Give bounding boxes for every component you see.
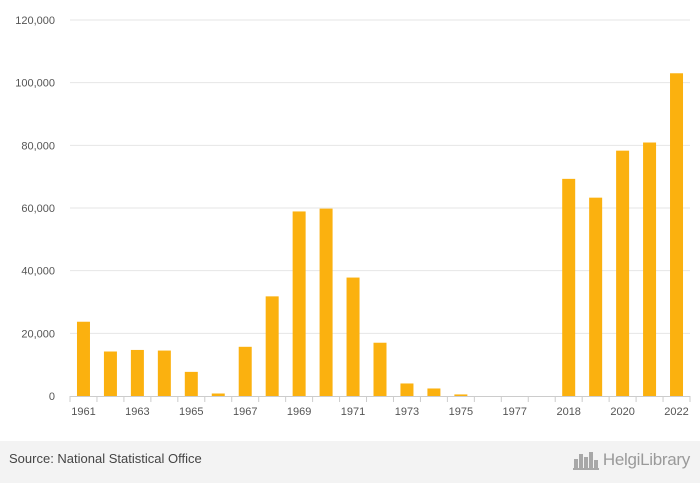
bar-1973 [400,383,414,396]
x-tick-label: 1969 [287,406,311,418]
y-tick-label: 40,000 [21,266,55,278]
x-tick-label: 2020 [610,406,634,418]
x-tick-label: 2022 [664,406,688,418]
grid-lines [70,19,690,334]
city-skyline-icon [572,452,599,470]
x-tick-label: 1971 [341,406,365,418]
y-tick-label: 120,000 [15,15,55,27]
bar-2022 [670,73,684,397]
bar-1971 [346,277,360,396]
x-tick-label: 1973 [395,406,419,418]
bar-chart: 020,00040,00060,00080,000100,000120,000 … [15,15,691,418]
bar-1965 [184,371,198,396]
x-tick-label: 1961 [71,406,95,418]
bar-1970 [319,208,333,396]
x-tick-label: 1963 [125,406,149,418]
bar-2019 [589,197,603,396]
bar-2018 [562,178,576,396]
x-tick-label: 1975 [449,406,473,418]
bar-1969 [292,211,306,396]
x-tick-label: 2018 [556,406,580,418]
chart-footer: Source: National Statistical Office Helg… [0,441,700,483]
bar-2021 [643,142,657,396]
y-axis-labels: 0 20,000 40,000 60,000 80,000 100,000 120,000 [15,15,55,403]
bar-1974 [427,388,441,396]
bar-1966 [211,393,225,396]
x-axis-labels: 1961 1963 1965 1967 1969 1971 1973 1975 1977 2018… [71,406,689,418]
brand-name: HelgiLibrary [602,450,690,469]
bars [76,73,684,397]
x-tick-label: 1967 [233,406,257,418]
bar-1961 [76,321,90,396]
bar-1968 [265,296,279,396]
y-tick-label: 80,000 [21,140,55,152]
y-tick-label: 60,000 [21,203,55,215]
brand-logo[interactable]: HelgiLibrary [572,449,690,471]
y-tick-label: 20,000 [21,328,55,340]
bar-1963 [130,349,144,396]
bar-1962 [103,351,117,396]
bar-2020 [616,150,630,396]
bar-1972 [373,342,387,396]
x-axis [69,396,691,402]
source-note: Source: National Statistical Office [9,451,202,466]
bar-1964 [157,350,171,396]
bar-1967 [238,346,252,396]
y-tick-label: 0 [49,391,55,403]
x-tick-label: 1977 [503,406,527,418]
y-tick-label: 100,000 [15,78,55,90]
x-tick-label: 1965 [179,406,203,418]
bar-1975 [454,394,468,396]
